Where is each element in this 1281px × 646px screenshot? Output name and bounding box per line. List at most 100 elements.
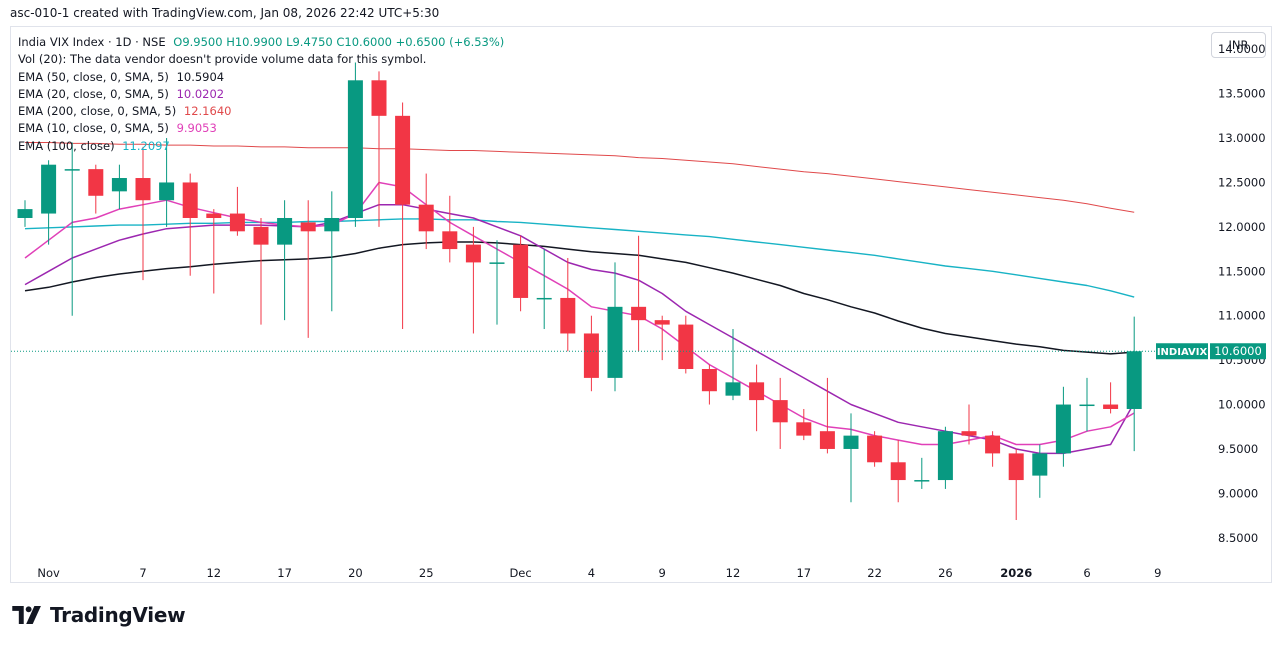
ema-label: EMA (100, close)	[18, 138, 115, 153]
candle[interactable]	[890, 440, 906, 503]
chart-header: asc-010-1 created with TradingView.com, …	[10, 6, 440, 20]
candle-body	[206, 213, 222, 218]
candle[interactable]	[914, 457, 930, 489]
ema-line	[25, 142, 1135, 213]
candle[interactable]	[300, 200, 316, 338]
candle[interactable]	[88, 164, 104, 214]
candle[interactable]	[324, 191, 340, 312]
candle[interactable]	[465, 226, 481, 334]
x-tick-label: Nov	[37, 566, 60, 580]
ema-value: 11.2097	[122, 138, 170, 153]
candle[interactable]	[937, 426, 953, 489]
candle[interactable]	[442, 195, 458, 263]
candle[interactable]	[772, 377, 788, 449]
candle[interactable]	[678, 315, 694, 374]
candle-body	[725, 382, 741, 396]
candle[interactable]	[1055, 386, 1071, 467]
candle[interactable]	[64, 142, 80, 316]
tradingview-logo: TradingView	[12, 603, 186, 627]
candle[interactable]	[182, 173, 198, 276]
candle-body	[182, 182, 198, 218]
candle-body	[418, 204, 434, 232]
candle-body	[867, 435, 883, 463]
ema-line	[24, 241, 1135, 355]
volume-row[interactable]: Vol (20): The data vendor doesn't provid…	[18, 52, 427, 67]
symbol-row[interactable]: India VIX Index · 1D · NSE O9.9500 H10.9…	[18, 34, 504, 51]
x-tick-label: 22	[867, 566, 882, 580]
x-tick-label: Dec	[509, 566, 531, 580]
candle-body	[1079, 404, 1095, 407]
candle[interactable]	[560, 257, 576, 352]
candle[interactable]	[749, 364, 765, 432]
candle[interactable]	[159, 138, 175, 227]
candle[interactable]	[41, 160, 57, 245]
candle[interactable]	[371, 71, 387, 227]
candle-body	[914, 480, 930, 482]
ema-value: 10.5904	[176, 69, 225, 84]
ema-line	[24, 218, 1135, 298]
candle-body	[1055, 404, 1071, 454]
y-tick-label: 10.0000	[1218, 398, 1266, 412]
candle[interactable]	[347, 62, 363, 227]
candle[interactable]	[985, 431, 1001, 467]
candle-body	[1032, 453, 1048, 476]
candle[interactable]	[607, 262, 623, 392]
candle[interactable]	[395, 102, 411, 330]
candle[interactable]	[111, 164, 127, 210]
candle[interactable]	[654, 315, 670, 361]
symbol-tag	[1156, 343, 1208, 360]
x-tick-label: 6	[1083, 566, 1090, 580]
candle[interactable]	[1008, 448, 1024, 521]
candle[interactable]	[631, 235, 647, 352]
candle[interactable]	[536, 249, 552, 330]
chart-legend: India VIX Index · 1D · NSE O9.9500 H10.9…	[18, 34, 504, 155]
candle[interactable]	[819, 377, 835, 454]
candle-body	[536, 297, 552, 300]
candle[interactable]	[1032, 444, 1048, 498]
candle[interactable]	[961, 404, 977, 445]
candle[interactable]	[135, 146, 151, 281]
candle[interactable]	[843, 413, 859, 503]
candle-body	[1008, 453, 1024, 481]
candle-body	[395, 115, 411, 205]
candle-body	[41, 164, 57, 214]
y-tick-label: 12.0000	[1218, 220, 1266, 234]
candle[interactable]	[583, 315, 599, 392]
candle-body	[17, 209, 33, 218]
candle[interactable]	[796, 408, 812, 441]
candle[interactable]	[229, 186, 245, 236]
candle-body	[819, 431, 835, 449]
candle[interactable]	[1079, 377, 1095, 432]
x-tick-label: 26	[938, 566, 953, 580]
candle[interactable]	[867, 431, 883, 467]
candle-body	[1126, 351, 1142, 409]
candle[interactable]	[1103, 382, 1119, 414]
candle[interactable]	[17, 200, 33, 227]
candle[interactable]	[206, 209, 222, 294]
candle[interactable]	[513, 235, 529, 312]
candle[interactable]	[277, 200, 293, 321]
candle-body	[796, 422, 812, 436]
candle-body	[277, 217, 293, 245]
ema-row-50[interactable]: EMA (50, close, 0, SMA, 5) 10.5904	[18, 69, 504, 86]
candle-body	[749, 382, 765, 401]
candle-body	[890, 462, 906, 481]
last-price-tag	[1210, 343, 1266, 360]
candle-body	[371, 80, 387, 116]
ema-row-100[interactable]: EMA (100, close) 11.2097	[18, 138, 504, 155]
candle-body	[324, 217, 340, 232]
candle[interactable]	[253, 217, 269, 325]
ema-row-10[interactable]: EMA (10, close, 0, SMA, 5) 9.9053	[18, 120, 504, 137]
candle[interactable]	[725, 329, 741, 401]
ema-row-200[interactable]: EMA (200, close, 0, SMA, 5) 12.1640	[18, 103, 504, 120]
x-tick-label: 2026	[1000, 566, 1032, 580]
ema-row-20[interactable]: EMA (20, close, 0, SMA, 5) 10.0202	[18, 86, 504, 103]
ema-line	[24, 181, 1135, 446]
candle[interactable]	[1126, 316, 1142, 452]
currency-button[interactable]: INR	[1211, 32, 1266, 58]
x-tick-label: 12	[206, 566, 221, 580]
candle[interactable]	[701, 364, 717, 405]
candle[interactable]	[489, 240, 505, 325]
candle[interactable]	[418, 173, 434, 250]
